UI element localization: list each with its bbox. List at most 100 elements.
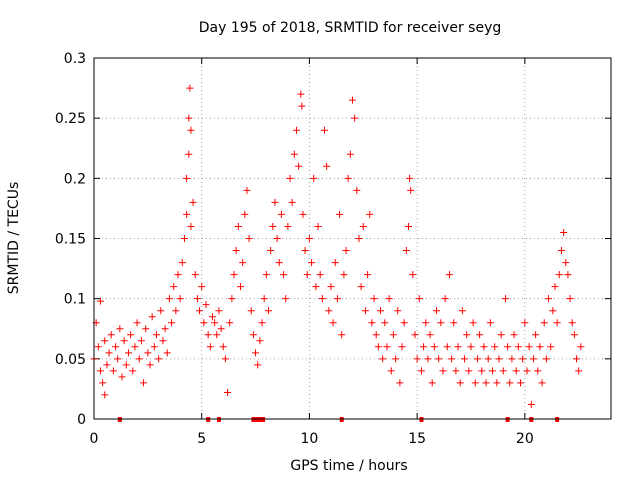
data-point (152, 331, 160, 339)
data-point (357, 283, 365, 291)
data-point (529, 355, 537, 363)
data-point (344, 174, 352, 182)
y-tick-label: 0 (77, 412, 86, 428)
data-point (176, 295, 184, 303)
data-point (211, 319, 219, 327)
data-point (298, 102, 306, 110)
data-point (155, 355, 163, 363)
data-point (420, 343, 428, 351)
data-point (353, 186, 361, 194)
data-point (508, 355, 516, 363)
data-point (299, 210, 307, 218)
data-point (540, 319, 548, 327)
data-point (247, 307, 255, 315)
data-point (219, 343, 227, 351)
data-point (519, 355, 527, 363)
data-point (170, 283, 178, 291)
data-point (549, 307, 557, 315)
data-point (575, 367, 583, 375)
data-point (230, 271, 238, 279)
data-point (99, 379, 107, 387)
data-point (185, 150, 193, 158)
data-point (428, 379, 436, 387)
data-point (241, 210, 249, 218)
data-point (213, 331, 221, 339)
data-point (336, 210, 344, 218)
data-point (564, 271, 572, 279)
data-point (361, 307, 369, 315)
data-point (547, 343, 555, 351)
data-point (260, 295, 268, 303)
data-point (372, 331, 380, 339)
data-point (400, 319, 408, 327)
data-point (433, 307, 441, 315)
data-point (577, 343, 585, 351)
data-point (534, 367, 542, 375)
data-point (409, 271, 417, 279)
data-point (185, 114, 193, 122)
plot-frame (93, 57, 612, 420)
data-point (437, 319, 445, 327)
axis-ticks: 0 0.05 0.1 0.15 0.2 0.25 0.3 0 5 10 15 20 (55, 51, 611, 447)
data-point (374, 343, 382, 351)
data-point (312, 283, 320, 291)
data-point (398, 343, 406, 351)
data-point (491, 343, 499, 351)
data-point (264, 307, 272, 315)
chart-title: Day 195 of 2018, SRMTID for receiver sey… (199, 20, 502, 36)
data-point (301, 247, 309, 255)
data-point (127, 331, 135, 339)
data-point (290, 150, 298, 158)
data-point (200, 319, 208, 327)
data-point (532, 331, 540, 339)
data-point (271, 198, 279, 206)
data-point (161, 325, 169, 333)
data-point (512, 367, 520, 375)
data-point (355, 235, 363, 242)
data-point (183, 210, 191, 218)
data-point (396, 379, 404, 387)
data-point (239, 259, 247, 267)
data-point (256, 337, 264, 345)
data-point (422, 319, 430, 327)
data-point (226, 319, 234, 327)
data-point (517, 379, 525, 387)
x-tick-label: 5 (197, 431, 206, 447)
data-point (228, 295, 236, 303)
y-tick-label: 0.25 (55, 111, 86, 127)
x-tick-label: 15 (408, 431, 426, 447)
data-point (135, 355, 143, 363)
data-point (510, 331, 518, 339)
data-point (568, 319, 576, 327)
data-point (458, 307, 466, 315)
data-point (305, 235, 313, 242)
y-tick-label: 0.1 (64, 292, 86, 308)
data-point (217, 325, 225, 333)
data-point (180, 235, 188, 242)
data-point (370, 295, 378, 303)
data-point (150, 343, 158, 351)
data-point (448, 355, 456, 363)
data-point (443, 343, 451, 351)
data-point (424, 355, 432, 363)
data-point (349, 96, 356, 104)
data-point (484, 355, 492, 363)
x-tick-label: 10 (301, 431, 319, 447)
data-points (90, 84, 585, 409)
data-point (183, 174, 191, 182)
data-point (405, 222, 413, 230)
data-point (323, 162, 331, 170)
data-point (178, 259, 186, 267)
data-point (413, 355, 421, 363)
data-point (282, 295, 290, 303)
data-point (172, 307, 180, 315)
data-point (120, 337, 128, 345)
data-point (333, 295, 341, 303)
data-point (118, 373, 126, 381)
x-axis-label: GPS time / hours (290, 458, 407, 474)
data-point (243, 186, 251, 194)
data-point (94, 343, 102, 351)
data-point (295, 162, 303, 170)
data-point (146, 361, 154, 369)
data-point (553, 319, 561, 327)
